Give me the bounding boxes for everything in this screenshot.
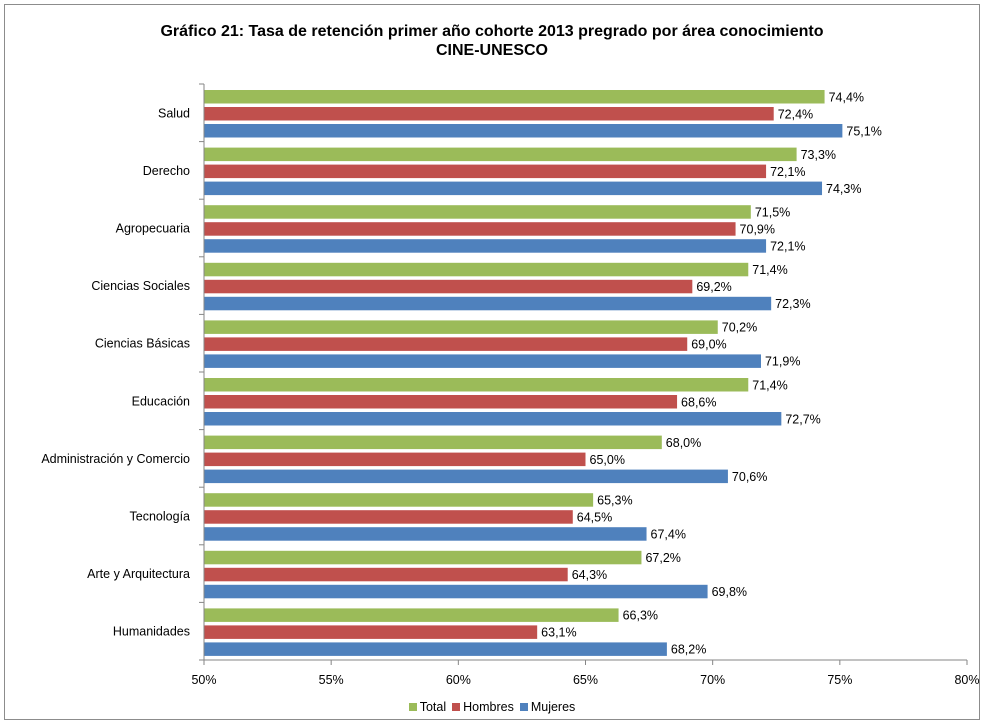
bar-total — [204, 493, 594, 507]
data-label: 74,3% — [826, 182, 861, 196]
x-tick-label: 65% — [573, 673, 598, 687]
bar-hombres — [204, 164, 767, 179]
data-label: 70,6% — [732, 470, 767, 484]
data-label: 65,3% — [597, 493, 632, 507]
legend-label: Mujeres — [530, 700, 576, 714]
category-label: Tecnología — [130, 510, 191, 524]
data-label: 71,9% — [765, 355, 800, 369]
category-label: Derecho — [143, 164, 190, 178]
category-label: Ciencias Básicas — [95, 337, 190, 351]
data-label: 73,3% — [801, 148, 836, 162]
bar-mujeres — [204, 124, 843, 138]
data-label: 64,5% — [577, 510, 612, 524]
x-tick-label: 60% — [446, 673, 471, 687]
bar-total — [204, 205, 751, 219]
legend-swatch — [452, 703, 461, 711]
legend-item-mujeres: Mujeres — [519, 700, 576, 714]
category-label: Agropecuaria — [116, 222, 190, 236]
x-tick-label: 70% — [700, 673, 725, 687]
bar-hombres — [204, 222, 736, 236]
bar-mujeres — [204, 642, 667, 656]
bar-mujeres — [204, 469, 728, 484]
data-label: 69,0% — [691, 338, 726, 352]
legend-label: Total — [419, 700, 447, 714]
bar-mujeres — [204, 412, 782, 426]
legend-item-total: Total — [408, 700, 447, 714]
data-label: 71,5% — [755, 205, 790, 219]
legend-swatch — [408, 703, 417, 711]
data-label: 66,3% — [623, 609, 658, 623]
data-label: 72,1% — [770, 239, 805, 253]
chart-title-line2: CINE-UNESCO — [435, 42, 548, 59]
legend: Total Hombres Mujeres — [0, 700, 984, 714]
data-label: 74,4% — [829, 90, 864, 104]
data-label: 65,0% — [590, 453, 625, 467]
data-label: 69,2% — [696, 280, 731, 294]
legend-item-hombres: Hombres — [452, 700, 514, 714]
category-label: Arte y Arquitectura — [87, 567, 190, 581]
bar-hombres — [204, 279, 693, 294]
bar-total — [204, 550, 642, 565]
data-label: 64,3% — [572, 568, 607, 582]
data-label: 67,4% — [651, 527, 686, 541]
bar-total — [204, 320, 718, 334]
bar-hombres — [204, 107, 774, 121]
bar-hombres — [204, 395, 678, 409]
bar-mujeres — [204, 584, 708, 599]
data-label: 71,4% — [752, 378, 787, 392]
bar-hombres — [204, 625, 538, 639]
category-label: Ciencias Sociales — [91, 279, 190, 293]
bar-mujeres — [204, 527, 647, 541]
bar-mujeres — [204, 239, 767, 253]
bar-hombres — [204, 567, 568, 582]
x-tick-label: 50% — [191, 673, 216, 687]
data-label: 63,1% — [541, 626, 576, 640]
bar-mujeres — [204, 181, 823, 196]
bar-total — [204, 378, 749, 392]
data-label: 72,7% — [785, 412, 820, 426]
bar-hombres — [204, 510, 573, 524]
bar-total — [204, 608, 619, 622]
data-label: 71,4% — [752, 263, 787, 277]
category-label: Salud — [158, 106, 190, 120]
chart-title-line1: Gráfico 21: Tasa de retención primer año… — [160, 23, 824, 40]
data-label: 72,1% — [770, 165, 805, 179]
bar-mujeres — [204, 354, 761, 368]
category-label: Administración y Comercio — [41, 452, 190, 466]
legend-swatch — [519, 703, 528, 711]
data-label: 68,2% — [671, 643, 706, 657]
data-label: 70,9% — [740, 222, 775, 236]
data-label: 75,1% — [846, 124, 881, 138]
category-label: Educación — [132, 394, 190, 408]
data-label: 68,0% — [666, 436, 701, 450]
bar-total — [204, 147, 797, 162]
data-label: 67,2% — [645, 551, 680, 565]
data-label: 69,8% — [712, 585, 747, 599]
bar-mujeres — [204, 296, 772, 311]
bar-total — [204, 435, 662, 450]
x-tick-label: 80% — [954, 673, 979, 687]
data-label: 72,4% — [778, 107, 813, 121]
data-label: 72,3% — [775, 297, 810, 311]
x-tick-label: 75% — [827, 673, 852, 687]
bar-total — [204, 262, 749, 277]
bar-total — [204, 90, 825, 104]
x-tick-label: 55% — [319, 673, 344, 687]
data-label: 68,6% — [681, 395, 716, 409]
chart-title: Gráfico 21: Tasa de retención primer año… — [0, 22, 984, 60]
bar-hombres — [204, 452, 586, 467]
data-label: 70,2% — [722, 321, 757, 335]
category-label: Humanidades — [113, 625, 190, 639]
bar-hombres — [204, 337, 688, 351]
legend-label: Hombres — [463, 700, 514, 714]
